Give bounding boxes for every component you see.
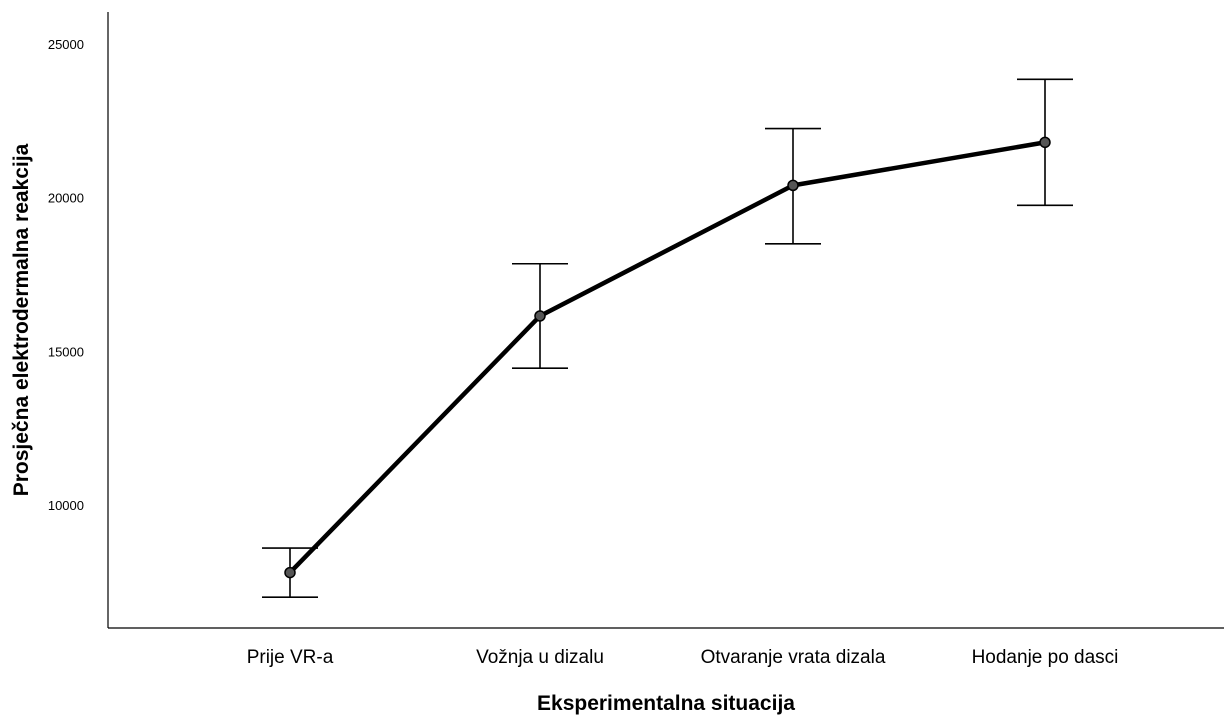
y-tick-label: 15000 <box>48 344 84 359</box>
data-point <box>284 566 296 579</box>
y-axis-title: Prosječna elektrodermalna reakcija <box>10 143 33 496</box>
y-tick-label: 10000 <box>48 498 84 513</box>
data-point <box>787 179 799 192</box>
axes <box>107 12 1224 629</box>
x-category-labels: Prije VR-a Vožnja u dizalu Otvaranje vrata… <box>247 647 1119 668</box>
x-category-label: Prije VR-a <box>247 647 334 668</box>
series-line <box>287 140 1048 575</box>
x-category-label: Vožnja u dizalu <box>476 647 604 668</box>
series-line-group <box>287 140 1048 575</box>
y-tick-label: 25000 <box>48 37 84 52</box>
x-axis-title: Eksperimentalna situacija <box>537 692 795 715</box>
data-point <box>1039 136 1051 149</box>
data-points <box>284 136 1051 579</box>
y-tick-labels: 10000 15000 20000 25000 <box>48 37 84 513</box>
x-category-label: Hodanje po dasci <box>972 647 1119 668</box>
data-point <box>534 310 546 322</box>
y-tick-label: 20000 <box>48 191 84 206</box>
x-category-label: Otvaranje vrata dizala <box>701 647 886 668</box>
